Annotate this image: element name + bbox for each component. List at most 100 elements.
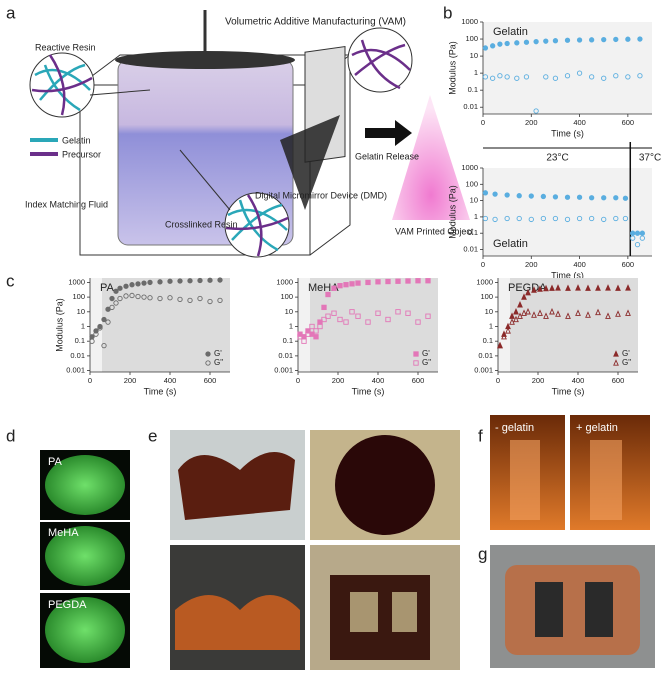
point bbox=[639, 230, 645, 236]
y-tick-label: 1000 bbox=[461, 17, 478, 26]
point bbox=[497, 341, 503, 349]
point bbox=[549, 308, 555, 315]
x-axis-label: Time (s) bbox=[352, 386, 385, 396]
point bbox=[117, 295, 123, 302]
point bbox=[613, 215, 619, 222]
point bbox=[325, 313, 331, 319]
label: Index Matching Fluid bbox=[25, 199, 108, 209]
point bbox=[317, 323, 323, 330]
x-tick-label: 600 bbox=[622, 118, 635, 127]
point bbox=[205, 351, 211, 357]
shaded-region bbox=[102, 278, 230, 372]
point bbox=[588, 37, 595, 43]
x-tick-label: 200 bbox=[532, 376, 545, 385]
y-tick-label: 0.001 bbox=[274, 366, 293, 375]
point bbox=[313, 334, 319, 340]
point bbox=[349, 309, 355, 315]
point bbox=[613, 195, 619, 201]
panel-label: e bbox=[148, 426, 157, 445]
point bbox=[552, 75, 559, 81]
point bbox=[135, 293, 141, 300]
x-tick-label: 200 bbox=[525, 118, 538, 127]
point bbox=[135, 281, 141, 287]
x-tick-label: 600 bbox=[412, 376, 425, 385]
title: Volumetric Additive Manufacturing (VAM) bbox=[225, 17, 406, 28]
point bbox=[129, 282, 135, 288]
point bbox=[540, 193, 547, 200]
x-tick-label: 200 bbox=[332, 376, 345, 385]
chart-title: PA bbox=[100, 282, 115, 294]
point bbox=[504, 215, 510, 222]
point bbox=[531, 311, 537, 318]
point bbox=[528, 193, 534, 199]
point bbox=[305, 331, 311, 337]
point bbox=[564, 37, 571, 43]
point bbox=[101, 316, 107, 323]
photo-label: + gelatin bbox=[576, 422, 618, 434]
chart-title: PEGDA bbox=[508, 282, 547, 294]
point bbox=[517, 300, 523, 308]
point bbox=[588, 74, 595, 80]
x-tick-label: 400 bbox=[372, 376, 385, 385]
point bbox=[639, 235, 645, 241]
point bbox=[575, 309, 581, 316]
point bbox=[113, 288, 119, 294]
point bbox=[147, 295, 153, 301]
point bbox=[523, 74, 530, 80]
y-tick-label: 0.01 bbox=[70, 351, 85, 360]
x-tick-label: 600 bbox=[204, 376, 217, 385]
annotation: 37°C bbox=[639, 153, 661, 164]
vam-diagram bbox=[29, 10, 470, 258]
y-tick-label: 0.01 bbox=[478, 351, 493, 360]
point bbox=[523, 39, 530, 45]
point bbox=[482, 74, 489, 80]
point bbox=[552, 38, 559, 44]
y-tick-label: 1 bbox=[289, 321, 293, 330]
point bbox=[177, 278, 183, 284]
chart-title: Gelatin bbox=[493, 26, 528, 38]
point bbox=[105, 319, 111, 325]
point bbox=[405, 310, 411, 316]
point bbox=[576, 215, 583, 222]
point bbox=[625, 284, 631, 291]
point bbox=[109, 304, 115, 311]
y-tick-label: 0.01 bbox=[278, 351, 293, 360]
label: Reactive Resin bbox=[35, 42, 96, 52]
point bbox=[630, 235, 636, 241]
point bbox=[123, 293, 129, 299]
y-tick-label: 10 bbox=[485, 307, 493, 316]
y-tick-label: 0.001 bbox=[474, 366, 493, 375]
plot-bg bbox=[483, 22, 652, 114]
point bbox=[564, 194, 571, 200]
y-tick-label: 10 bbox=[470, 51, 478, 60]
point bbox=[375, 310, 381, 316]
legend-label: G" bbox=[622, 358, 631, 367]
point bbox=[552, 194, 559, 200]
point bbox=[325, 291, 331, 298]
point bbox=[613, 36, 619, 43]
x-axis-label: Time (s) bbox=[551, 128, 584, 138]
panel-label: c bbox=[6, 271, 15, 290]
point bbox=[555, 310, 561, 317]
x-tick-label: 0 bbox=[481, 260, 485, 269]
point bbox=[634, 241, 641, 248]
point bbox=[540, 215, 547, 222]
panel-label: f bbox=[478, 426, 483, 445]
photo-label: PEGDA bbox=[48, 599, 87, 611]
point bbox=[297, 334, 303, 340]
point bbox=[576, 70, 583, 76]
point bbox=[331, 285, 337, 291]
legend-label: G" bbox=[422, 358, 431, 367]
point bbox=[517, 312, 523, 319]
label: Precursor bbox=[62, 149, 101, 159]
point bbox=[564, 73, 571, 79]
point bbox=[321, 304, 327, 311]
point bbox=[187, 278, 193, 284]
y-tick-label: 10 bbox=[77, 307, 85, 316]
point bbox=[355, 313, 361, 319]
x-tick-label: 0 bbox=[296, 376, 300, 385]
point bbox=[525, 308, 531, 315]
point bbox=[492, 216, 498, 223]
x-tick-label: 0 bbox=[496, 376, 500, 385]
y-tick-label: 1000 bbox=[461, 163, 478, 172]
